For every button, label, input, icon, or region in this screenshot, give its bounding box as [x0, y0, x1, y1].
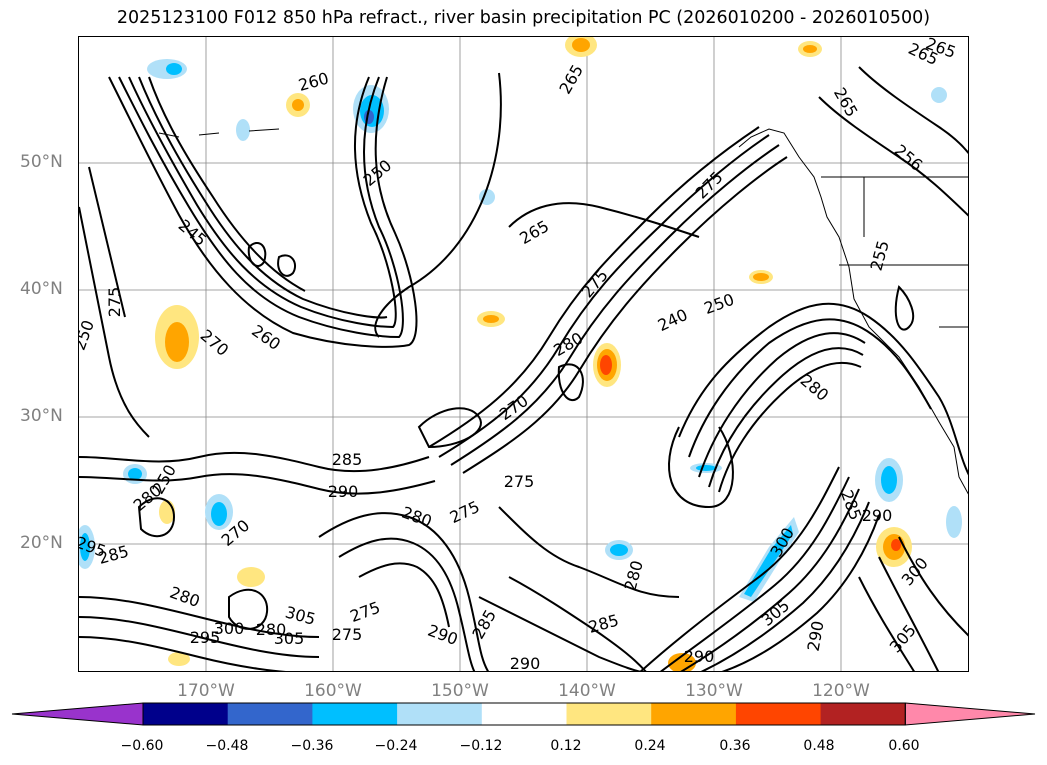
- colorbar-bin: [820, 703, 906, 725]
- pos-patch: [572, 38, 590, 52]
- neg-patch: [931, 87, 947, 103]
- pos-patch: [483, 315, 499, 323]
- colorbar: [11, 702, 1036, 726]
- contour-label: 305: [283, 603, 317, 629]
- contour-label: 275: [332, 625, 363, 644]
- colorbar-outline: [142, 702, 906, 726]
- lat-label: 50°N: [20, 152, 63, 172]
- lon-label: 140°W: [558, 681, 616, 701]
- neg-patch: [128, 468, 142, 480]
- colorbar-bin: [397, 703, 483, 725]
- neg-patch: [946, 506, 962, 538]
- pos-patch: [237, 567, 265, 587]
- colorbar-extend-low: [11, 702, 144, 726]
- lat-label: 20°N: [20, 533, 63, 553]
- contour-label: 256: [891, 141, 927, 175]
- contour-label: 280: [256, 620, 287, 639]
- pos-patch: [753, 273, 769, 281]
- contour-label: 285: [586, 611, 620, 637]
- graticule: [79, 37, 968, 671]
- contour-label: 280: [550, 328, 586, 360]
- colorbar-bin: [566, 703, 652, 725]
- contour-label: 280: [797, 371, 833, 405]
- colorbar-bin: [227, 703, 313, 725]
- neg-patch: [166, 63, 182, 75]
- colorbar-extend-high: [904, 702, 1036, 726]
- contour-label: 275: [105, 287, 124, 318]
- colorbar-tick-label: 0.12: [550, 738, 582, 754]
- contour-label: 300: [214, 619, 245, 638]
- contour-label: 275: [504, 472, 535, 491]
- colorbar-bin: [312, 703, 398, 725]
- contour-label: 245: [175, 216, 211, 250]
- colorbar-tick-label: 0.48: [803, 738, 835, 754]
- colorbar-tick-label: −0.24: [374, 738, 418, 754]
- colorbar-bin: [735, 703, 822, 725]
- colorbar-bin: [481, 703, 567, 725]
- chart-title: 2025123100 F012 850 hPa refract., river …: [116, 8, 931, 28]
- contour-label: 290: [684, 647, 715, 666]
- colorbar-tick-label: −0.36: [290, 738, 334, 754]
- pos-patch: [168, 652, 190, 666]
- lon-label: 160°W: [304, 681, 362, 701]
- colorbar-tick-label: −0.12: [459, 738, 503, 754]
- lon-label: 170°W: [177, 681, 235, 701]
- contour-label: 285: [332, 450, 363, 469]
- pos-patch: [891, 539, 901, 551]
- contour-label: 290: [862, 506, 893, 525]
- contour-label: 275: [447, 497, 483, 527]
- contour-label: 240: [655, 305, 691, 335]
- neg-patch: [80, 533, 90, 561]
- contour-label: 250: [702, 290, 737, 318]
- neg-patch: [236, 119, 250, 141]
- map-panel[interactable]: 265 260 265 265 250 265 256 255 265 275 245 275 240 2…: [78, 36, 969, 672]
- contour-label: 305: [274, 629, 305, 648]
- contour-label: 290: [425, 621, 460, 649]
- neg-patch: [211, 502, 227, 526]
- lat-label: 40°N: [20, 279, 63, 299]
- contour-label: 270: [197, 326, 233, 360]
- contour-label: 290: [328, 482, 359, 501]
- contour-label: 260: [296, 69, 330, 95]
- contour-label: 275: [578, 266, 612, 302]
- contour-label: 280: [621, 558, 647, 592]
- colorbar-bin: [143, 703, 229, 725]
- neg-patch: [881, 466, 897, 494]
- contour-label: 295: [190, 628, 221, 647]
- neg-patch: [610, 544, 628, 556]
- contour-label: 280: [167, 583, 202, 611]
- colorbar-tick-label: −0.48: [205, 738, 249, 754]
- contour-label: 280: [399, 503, 434, 531]
- precip-shading: [79, 37, 962, 671]
- contour-label: 290: [510, 654, 541, 672]
- lon-label: 120°W: [812, 681, 870, 701]
- contour-label: 265: [555, 61, 587, 97]
- contour-label: 255: [867, 238, 893, 272]
- lat-label: 30°N: [20, 406, 63, 426]
- lon-label: 130°W: [685, 681, 743, 701]
- neg-patch: [696, 465, 716, 471]
- contour-label: 265: [516, 216, 552, 248]
- contour-label: 305: [758, 596, 794, 630]
- colorbar-tick-label: −0.60: [120, 738, 164, 754]
- lon-label: 150°W: [431, 681, 489, 701]
- contour-label: 250: [79, 318, 98, 353]
- contour-label: 275: [348, 598, 383, 626]
- colorbar-tick-label: 0.60: [888, 738, 920, 754]
- colorbar-tick-label: 0.24: [634, 738, 666, 754]
- pos-patch: [600, 355, 612, 375]
- pos-patch: [292, 99, 304, 111]
- colorbar-bin: [651, 703, 737, 725]
- contour-label: 290: [804, 619, 828, 652]
- contour-label: 265: [830, 84, 862, 120]
- pos-patch: [803, 45, 817, 53]
- refractivity-contours: [79, 66, 968, 671]
- pos-patch: [165, 322, 189, 362]
- colorbar-tick-label: 0.36: [719, 738, 751, 754]
